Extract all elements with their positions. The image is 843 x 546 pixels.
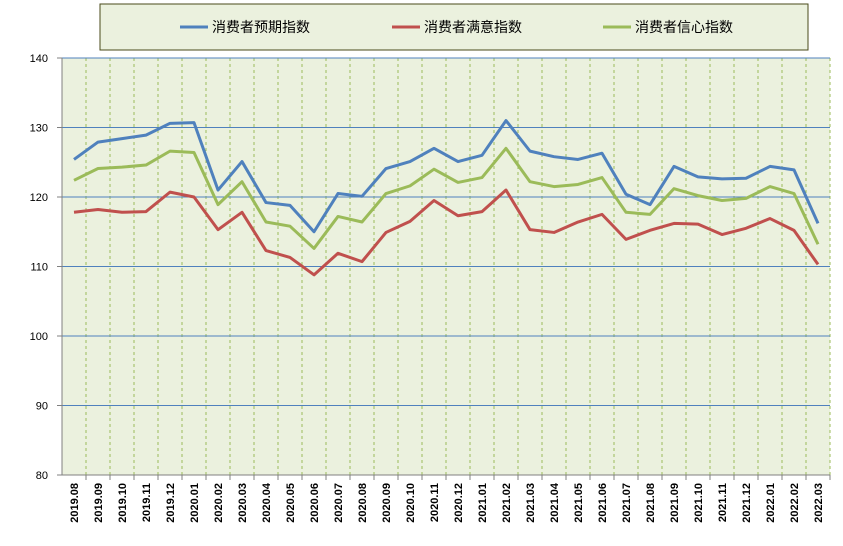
x-tick-label: 2020.10	[405, 483, 417, 523]
x-tick-label: 2021.05	[573, 483, 585, 523]
legend: 消费者预期指数 消费者满意指数 消费者信心指数	[180, 19, 733, 36]
x-tick-label: 2022.01	[765, 483, 777, 523]
x-tick-label: 2021.07	[621, 483, 633, 523]
x-axis-ticks: 2019.08 2019.09 2019.10 2019.11 2019.12 2020.…	[69, 475, 831, 523]
legend-label: 消费者预期指数	[212, 20, 310, 36]
x-tick-label: 2020.12	[453, 483, 465, 523]
x-tick-label: 2020.01	[189, 483, 201, 523]
y-tick-label: 80	[36, 470, 48, 482]
x-tick-label: 2020.03	[237, 483, 249, 523]
x-tick-label: 2020.09	[381, 483, 393, 523]
y-tick-label: 140	[30, 53, 48, 65]
x-tick-label: 2019.09	[93, 483, 105, 523]
series-line-2	[73, 188, 820, 277]
x-tick-label: 2020.04	[261, 482, 273, 523]
x-tick-label: 2021.06	[597, 483, 609, 523]
y-tick-label: 90	[36, 401, 48, 413]
series-line-1	[73, 119, 820, 234]
x-tick-label: 2021.09	[669, 483, 681, 523]
y-tick-label: 110	[30, 262, 48, 274]
x-tick-label: 2020.02	[213, 483, 225, 523]
y-tick-label: 120	[30, 192, 48, 204]
x-tick-label: 2019.08	[69, 483, 81, 523]
x-tick-label: 2020.11	[429, 483, 441, 522]
x-tick-label: 2019.11	[141, 483, 153, 522]
x-tick-label: 2020.06	[309, 483, 321, 523]
x-tick-label: 2022.03	[813, 483, 825, 523]
x-tick-label: 2020.05	[285, 483, 297, 523]
legend-label: 消费者信心指数	[635, 20, 733, 36]
y-tick-label: 130	[30, 123, 48, 135]
x-tick-label: 2021.08	[645, 483, 657, 523]
x-tick-label: 2021.11	[717, 483, 729, 522]
x-tick-label: 2022.02	[789, 483, 801, 523]
y-tick-label: 100	[30, 331, 48, 343]
series-line-3	[73, 146, 820, 250]
x-tick-label: 2021.04	[549, 482, 561, 523]
x-tick-label: 2020.08	[357, 483, 369, 523]
x-tick-label: 2021.02	[501, 483, 513, 523]
legend-label: 消费者满意指数	[424, 19, 522, 36]
x-tick-label: 2021.01	[477, 483, 489, 523]
legend-box	[99, 3, 809, 51]
y-axis-ticks: 80 90 100 110 120 130 140	[30, 53, 62, 482]
x-tick-label: 2020.07	[333, 483, 345, 523]
series-lines	[73, 119, 820, 277]
x-tick-label: 2019.12	[165, 483, 177, 523]
x-tick-label: 2021.03	[525, 483, 537, 523]
x-tick-label: 2021.12	[741, 483, 753, 523]
x-tick-label: 2019.10	[117, 483, 129, 523]
x-tick-label: 2021.10	[693, 483, 705, 523]
